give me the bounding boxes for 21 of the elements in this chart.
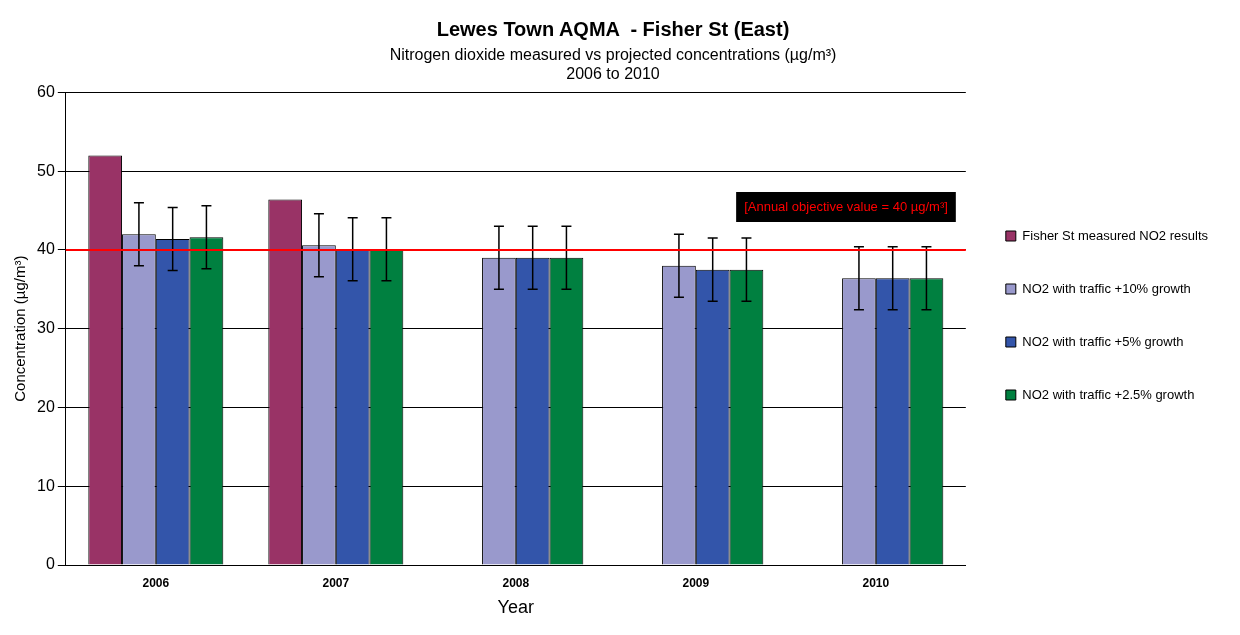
legend-label: Fisher St measured NO2 results xyxy=(1022,227,1209,243)
x-tick-label: 2007 xyxy=(322,575,350,590)
chart-subtitle: Nitrogen dioxide measured vs projected concentrations (µg/m³) 2006 to 2010 xyxy=(389,46,837,83)
legend-label: NO2 with traffic +5% growth xyxy=(1022,333,1184,349)
y-tick-label: 40 xyxy=(37,240,55,258)
y-tick-label: 50 xyxy=(37,161,55,179)
x-tick-label: 2006 xyxy=(142,575,170,590)
x-tick-label: 2008 xyxy=(502,575,530,590)
x-tick-label: 2009 xyxy=(682,575,710,590)
y-tick-label: 60 xyxy=(37,82,55,100)
y-tick-label: 0 xyxy=(45,555,55,573)
y-tick-label: 10 xyxy=(37,476,55,494)
legend-label: NO2 with traffic +10% growth xyxy=(1022,280,1191,296)
chart-title: Lewes Town AQMA - Fisher St (East) xyxy=(436,17,790,40)
y-axis-title: Concentration (µg/m³) xyxy=(11,255,29,402)
y-tick-label: 20 xyxy=(37,397,55,415)
x-tick-label: 2010 xyxy=(862,575,890,590)
x-axis-title: Year xyxy=(497,597,534,618)
y-tick-label: 30 xyxy=(37,319,55,337)
legend-label: NO2 with traffic +2.5% growth xyxy=(1022,386,1195,402)
ref-line-label: [Annual objective value = 40 µg/m³] xyxy=(744,198,948,214)
